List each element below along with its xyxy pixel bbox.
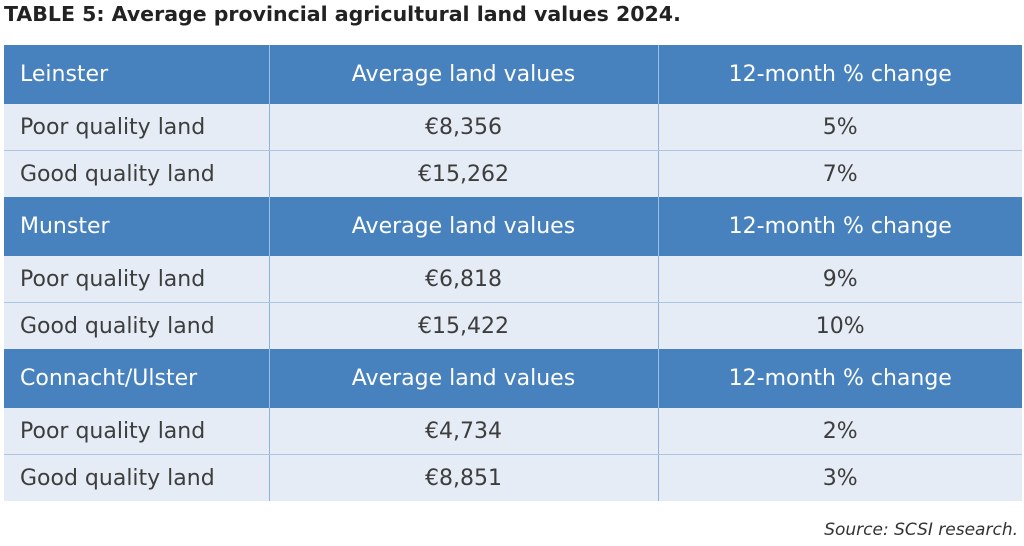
land-type-label: Poor quality land — [4, 408, 270, 455]
change-cell: 5% — [658, 104, 1022, 151]
region-label: Connacht/Ulster — [4, 349, 270, 408]
land-value-cell: €6,818 — [269, 256, 659, 303]
land-values-table: Leinster Average land values 12-month % … — [4, 45, 1022, 501]
table-row: Good quality land €8,851 3% — [4, 454, 1022, 501]
table-row: Good quality land €15,422 10% — [4, 302, 1022, 349]
table-row: Poor quality land €4,734 2% — [4, 408, 1022, 455]
column-header-change: 12-month % change — [658, 349, 1022, 408]
section-header-connacht-ulster: Connacht/Ulster Average land values 12-m… — [4, 349, 1022, 408]
change-cell: 3% — [658, 454, 1022, 501]
change-cell: 9% — [658, 256, 1022, 303]
land-value-cell: €15,422 — [269, 302, 659, 349]
column-header-land-values: Average land values — [269, 197, 659, 256]
section-header-leinster: Leinster Average land values 12-month % … — [4, 45, 1022, 104]
land-value-cell: €8,851 — [269, 454, 659, 501]
table-title: TABLE 5: Average provincial agricultural… — [4, 2, 681, 26]
land-value-cell: €4,734 — [269, 408, 659, 455]
change-cell: 2% — [658, 408, 1022, 455]
table-row: Poor quality land €8,356 5% — [4, 104, 1022, 151]
column-header-land-values: Average land values — [269, 349, 659, 408]
table-row: Good quality land €15,262 7% — [4, 150, 1022, 197]
source-note: Source: SCSI research. — [824, 520, 1018, 540]
table-row: Poor quality land €6,818 9% — [4, 256, 1022, 303]
region-label: Munster — [4, 197, 270, 256]
change-cell: 10% — [658, 302, 1022, 349]
column-header-land-values: Average land values — [269, 45, 659, 104]
land-value-cell: €8,356 — [269, 104, 659, 151]
land-value-cell: €15,262 — [269, 150, 659, 197]
land-type-label: Good quality land — [4, 454, 270, 501]
change-cell: 7% — [658, 150, 1022, 197]
land-type-label: Good quality land — [4, 302, 270, 349]
section-header-munster: Munster Average land values 12-month % c… — [4, 197, 1022, 256]
land-type-label: Poor quality land — [4, 104, 270, 151]
land-type-label: Good quality land — [4, 150, 270, 197]
land-type-label: Poor quality land — [4, 256, 270, 303]
column-header-change: 12-month % change — [658, 45, 1022, 104]
column-header-change: 12-month % change — [658, 197, 1022, 256]
region-label: Leinster — [4, 45, 270, 104]
